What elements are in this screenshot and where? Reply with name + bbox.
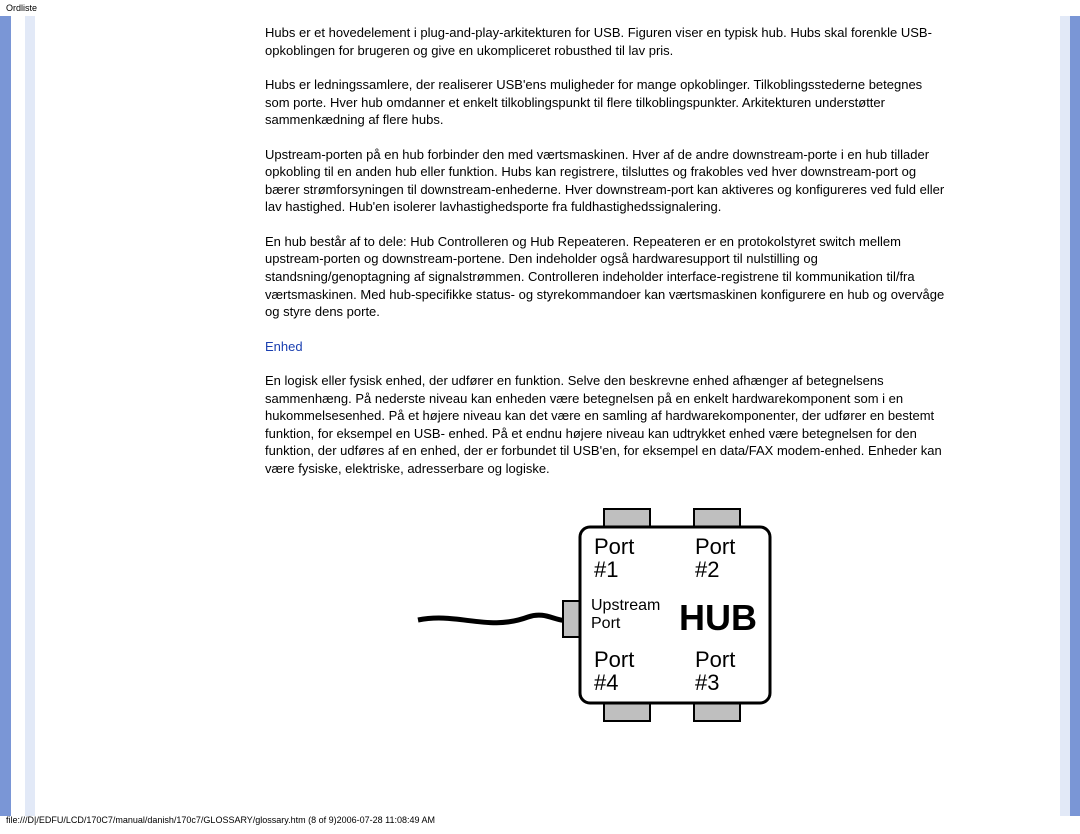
port3-label: Port [695,647,735,672]
upstream-label1: Upstream [591,597,660,614]
footer-path: file:///D|/EDFU/LCD/170C7/manual/danish/… [0,810,441,830]
port1-num: #1 [594,557,618,582]
cable-icon [418,616,573,624]
paragraph: Hubs er et hovedelement i plug-and-play-… [265,24,950,59]
paragraph: En hub består af to dele: Hub Controller… [265,233,950,321]
port2-num: #2 [695,557,719,582]
hub-label: HUB [679,597,757,638]
main-content: Hubs er et hovedelement i plug-and-play-… [50,16,1060,816]
subheading-enhed: Enhed [265,338,950,356]
port1-label: Port [594,534,634,559]
right-rail [1060,16,1080,816]
paragraph: Hubs er ledningssamlere, der realiserer … [265,76,950,129]
port4-label: Port [594,647,634,672]
port3-num: #3 [695,670,719,695]
port4-num: #4 [594,670,618,695]
upstream-label2: Port [591,615,621,632]
port2-label: Port [695,534,735,559]
hub-diagram: Port #1 Port #2 Upstream Port HUB Port #… [398,497,818,737]
paragraph: Upstream-porten på en hub forbinder den … [265,146,950,216]
paragraph: En logisk eller fysisk enhed, der udføre… [265,372,950,477]
page-header: Ordliste [0,0,1080,16]
left-rail [0,16,50,816]
